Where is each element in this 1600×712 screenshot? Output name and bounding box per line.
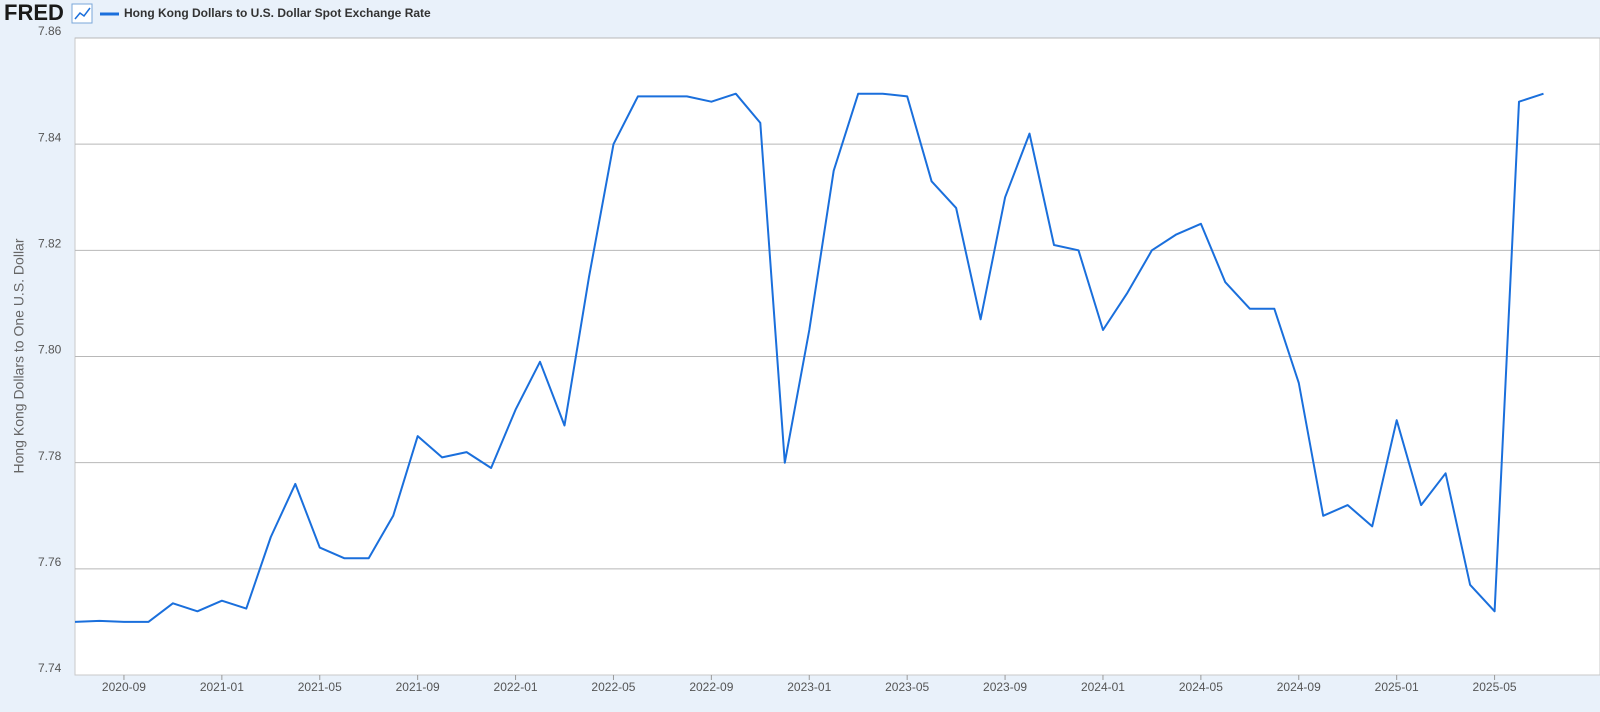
x-tick-label: 2024-09 <box>1277 680 1321 694</box>
x-tick-label: 2022-01 <box>494 680 538 694</box>
legend-label: Hong Kong Dollars to U.S. Dollar Spot Ex… <box>124 6 431 20</box>
y-tick-label: 7.76 <box>38 555 62 569</box>
x-tick-label: 2023-05 <box>885 680 929 694</box>
x-tick-label: 2021-01 <box>200 680 244 694</box>
x-tick-label: 2024-01 <box>1081 680 1125 694</box>
x-tick-label: 2020-09 <box>102 680 146 694</box>
y-tick-label: 7.78 <box>38 449 62 463</box>
x-tick-label: 2021-09 <box>396 680 440 694</box>
x-tick-label: 2022-09 <box>689 680 733 694</box>
x-tick-label: 2024-05 <box>1179 680 1223 694</box>
x-tick-label: 2025-01 <box>1375 680 1419 694</box>
x-tick-label: 2025-05 <box>1473 680 1517 694</box>
x-tick-label: 2022-05 <box>591 680 635 694</box>
x-tick-label: 2023-01 <box>787 680 831 694</box>
y-tick-label: 7.86 <box>38 24 62 38</box>
logo: FRED <box>4 0 64 25</box>
y-tick-label: 7.84 <box>38 130 62 144</box>
y-tick-label: 7.74 <box>38 661 62 675</box>
x-tick-label: 2023-09 <box>983 680 1027 694</box>
y-axis-label: Hong Kong Dollars to One U.S. Dollar <box>11 238 27 473</box>
y-tick-label: 7.80 <box>38 343 62 357</box>
y-tick-label: 7.82 <box>38 237 62 251</box>
chart-icon <box>71 3 93 24</box>
x-tick-label: 2021-05 <box>298 680 342 694</box>
data-line <box>74 92 1544 623</box>
